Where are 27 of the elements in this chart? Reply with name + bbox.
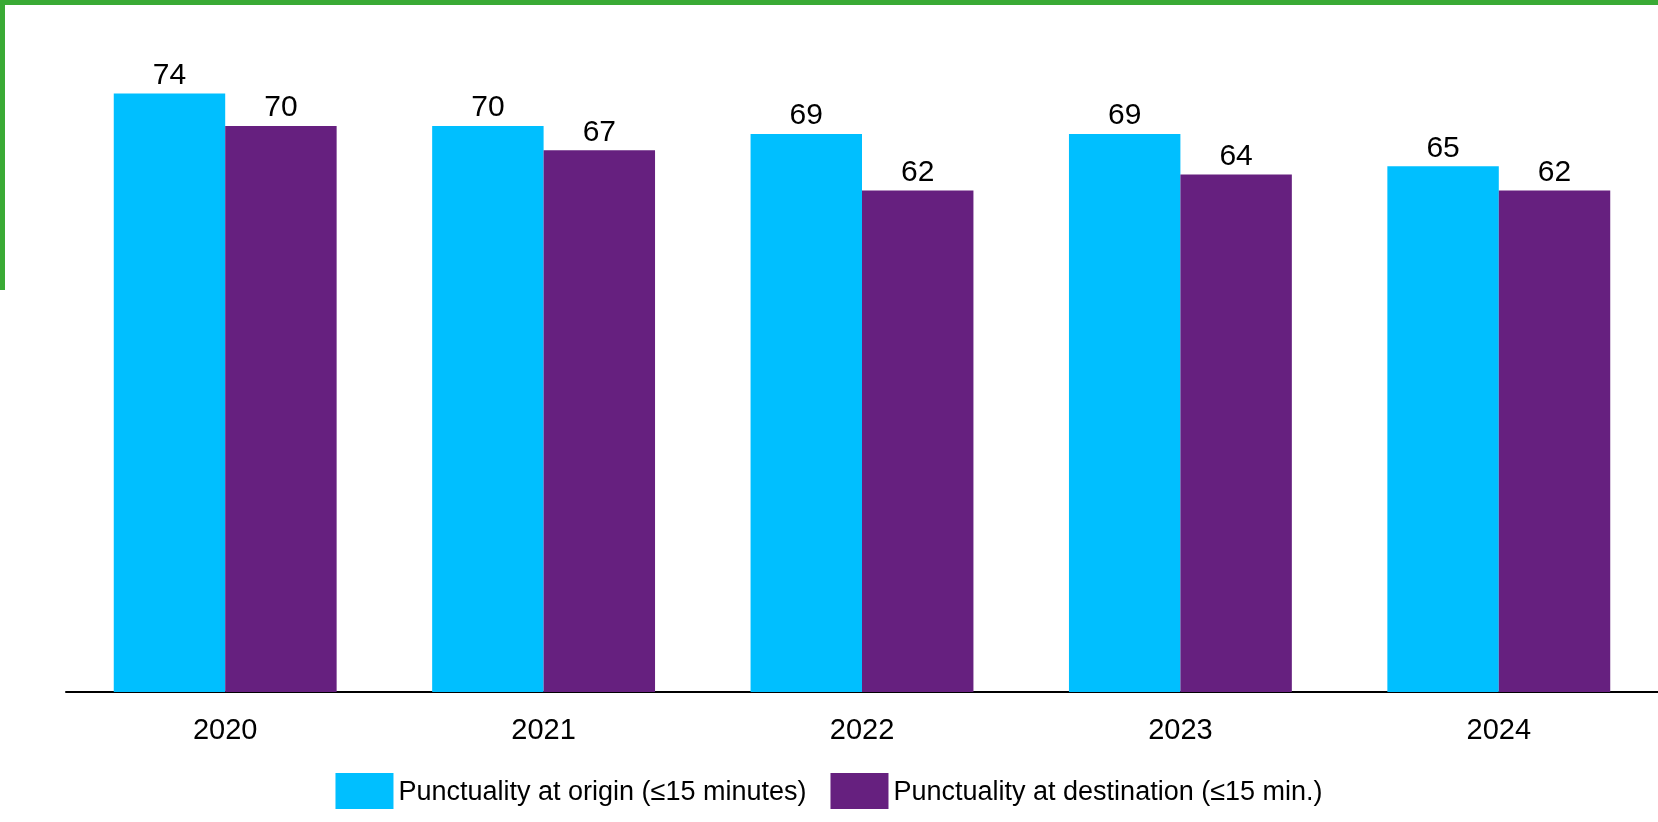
x-tick-label: 2023 (1148, 712, 1213, 745)
x-tick-label: 2022 (829, 712, 895, 745)
data-label: 70 (471, 89, 505, 123)
bar (750, 133, 862, 692)
legend-label: Punctuality at origin (≤15 minutes) (398, 776, 807, 806)
bar (1180, 174, 1292, 692)
data-label: 62 (901, 154, 935, 188)
x-tick-label: 2020 (192, 712, 258, 745)
bar (432, 125, 544, 692)
data-label: 70 (264, 89, 298, 123)
x-tick-label: 2024 (1466, 712, 1532, 745)
data-label: 64 (1219, 137, 1253, 171)
bar (225, 125, 337, 692)
bar (543, 150, 656, 692)
legend-label: Punctuality at destination (≤15 min.) (893, 776, 1323, 806)
bar (1068, 133, 1181, 692)
data-label: 69 (1107, 97, 1142, 131)
data-label: 69 (789, 97, 823, 131)
data-label: 74 (152, 57, 187, 91)
data-label: 62 (1537, 154, 1572, 188)
bar (1498, 190, 1611, 692)
data-label: 65 (1426, 129, 1460, 163)
bar (1387, 166, 1499, 692)
bar (113, 93, 226, 692)
x-tick-label: 2021 (511, 712, 576, 745)
bar (862, 190, 974, 692)
data-label: 67 (582, 113, 617, 147)
